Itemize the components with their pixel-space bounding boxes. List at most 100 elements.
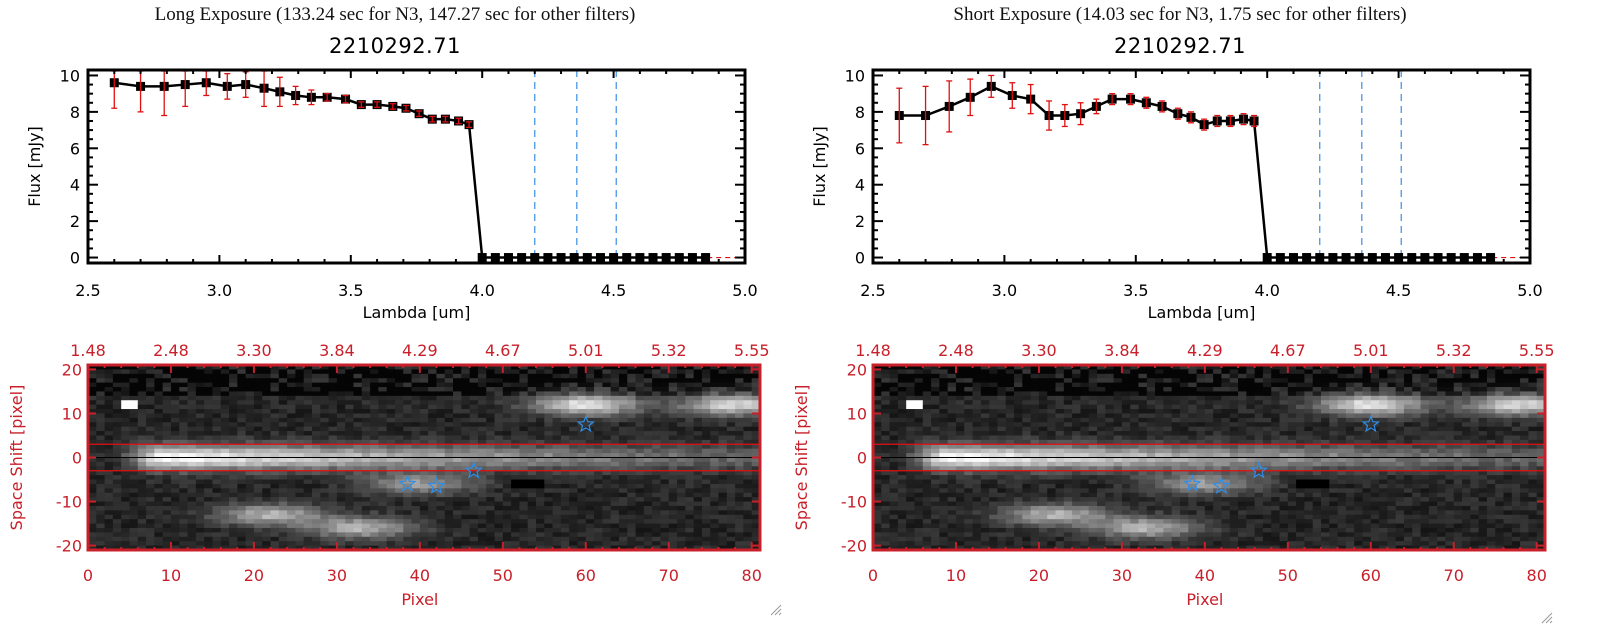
spectral-image-short: 0 10 20 30 40 50 60 70 80 1.48 2.48 3.30 3.84 4.29 4.6… <box>792 341 1555 609</box>
y-tick-label: 6 <box>70 139 80 158</box>
x-tick-label: 3.5 <box>338 281 363 300</box>
data-point <box>1486 253 1496 263</box>
series-line <box>899 85 1491 259</box>
object-id-title: 2210292.71 <box>1114 34 1246 58</box>
x-tick-label: 10 <box>161 566 181 585</box>
data-point <box>687 253 697 263</box>
x-tick-label: 60 <box>1361 566 1381 585</box>
data-point <box>503 253 513 263</box>
data-point <box>595 253 605 263</box>
x-tick-label: 4.0 <box>1254 281 1279 300</box>
resize-grip-icon[interactable] <box>768 602 782 616</box>
data-point <box>556 253 566 263</box>
star-marker-icon <box>398 474 417 492</box>
data-point <box>569 253 579 263</box>
x-tick-label: 5.0 <box>732 281 757 300</box>
x-tick-label: 3.0 <box>992 281 1017 300</box>
spectrum-chart-short: 2.5 3.0 3.5 4.0 4.5 5.0 0 2 4 6 8 10 Lambda [um] Flux… <box>810 66 1543 322</box>
x-axis-label: Lambda [um] <box>363 303 471 322</box>
y-tick-label: -20 <box>56 537 82 556</box>
top-tick-label: 1.48 <box>855 341 891 360</box>
x-tick-label: 4.0 <box>469 281 494 300</box>
y-tick-label: 0 <box>857 449 867 468</box>
star-marker-icon <box>576 414 596 433</box>
y-tick-label: 10 <box>845 66 865 85</box>
x-axis-label: Pixel <box>401 590 438 609</box>
y-tick-label: 0 <box>72 449 82 468</box>
resize-grip-icon[interactable] <box>1539 610 1553 624</box>
top-tick-label: 5.55 <box>1519 341 1555 360</box>
y-axis-label: Flux [mJy] <box>25 126 44 207</box>
data-point <box>622 253 632 263</box>
x-tick-label: 2.5 <box>75 281 100 300</box>
y-tick-label: 10 <box>62 404 82 423</box>
data-point <box>1459 253 1469 263</box>
y-tick-label: 8 <box>70 103 80 122</box>
data-point <box>661 253 671 263</box>
x-tick-label: 3.5 <box>1123 281 1148 300</box>
star-marker-icon <box>1361 414 1381 433</box>
y-axis-label: Space Shift [pixel] <box>792 385 811 531</box>
x-tick-label: 20 <box>1029 566 1049 585</box>
image-pixels <box>873 365 1546 551</box>
x-axis-label: Lambda [um] <box>1148 303 1256 322</box>
y-axis-label: Space Shift [pixel] <box>7 385 26 531</box>
top-tick-label: 3.84 <box>1104 341 1140 360</box>
data-point <box>1367 253 1377 263</box>
top-tick-label: 2.48 <box>938 341 974 360</box>
top-tick-label: 4.29 <box>402 341 438 360</box>
x-tick-label: 0 <box>868 566 878 585</box>
x-tick-label: 4.5 <box>1386 281 1411 300</box>
y-axis-label: Flux [mJy] <box>810 126 829 207</box>
panel-long-exposure: Long Exposure (133.24 sec for N3, 147.27… <box>0 0 790 630</box>
data-point <box>530 253 540 263</box>
y-tick-label: 20 <box>847 360 867 379</box>
exposure-title: Long Exposure (133.24 sec for N3, 147.27… <box>154 4 636 25</box>
x-tick-label: 70 <box>1444 566 1464 585</box>
data-point <box>701 253 711 263</box>
x-tick-label: 40 <box>410 566 430 585</box>
x-tick-label: 40 <box>1195 566 1215 585</box>
y-tick-label: 4 <box>855 176 865 195</box>
x-tick-label: 50 <box>1278 566 1298 585</box>
x-tick-label: 50 <box>493 566 513 585</box>
data-point <box>1302 253 1312 263</box>
x-tick-label: 3.0 <box>207 281 232 300</box>
series-line <box>114 81 706 259</box>
top-tick-label: 4.67 <box>1270 341 1306 360</box>
x-tick-label: 20 <box>244 566 264 585</box>
data-point <box>1420 253 1430 263</box>
star-marker-icon <box>464 461 484 479</box>
y-tick-label: -10 <box>841 493 867 512</box>
data-point <box>1315 253 1325 263</box>
panel-short-exposure: Short Exposure (14.03 sec for N3, 1.75 s… <box>785 0 1575 630</box>
x-tick-label: 80 <box>742 566 762 585</box>
data-point <box>1472 253 1482 263</box>
data-point <box>517 253 527 263</box>
spectrum-chart-long: 2.5 3.0 3.5 4.0 4.5 5.0 0 2 4 6 8 10 Lambda [um] Flux… <box>25 66 758 322</box>
top-tick-label: 5.32 <box>651 341 687 360</box>
data-point <box>674 253 684 263</box>
y-tick-label: 4 <box>70 176 80 195</box>
top-tick-label: 3.30 <box>1021 341 1057 360</box>
data-point <box>1328 253 1338 263</box>
object-id-title: 2210292.71 <box>329 34 461 58</box>
x-tick-label: 70 <box>659 566 679 585</box>
data-point <box>1341 253 1351 263</box>
top-tick-label: 4.29 <box>1187 341 1223 360</box>
data-point <box>543 253 553 263</box>
x-tick-label: 60 <box>576 566 596 585</box>
data-point <box>582 253 592 263</box>
x-tick-label: 10 <box>946 566 966 585</box>
top-tick-label: 5.55 <box>734 341 770 360</box>
data-point <box>1288 253 1298 263</box>
y-tick-label: 20 <box>62 360 82 379</box>
exposure-title: Short Exposure (14.03 sec for N3, 1.75 s… <box>953 4 1407 25</box>
star-marker-icon <box>427 476 446 494</box>
top-tick-label: 5.32 <box>1436 341 1472 360</box>
x-tick-label: 30 <box>1112 566 1132 585</box>
data-point <box>1275 253 1285 263</box>
y-tick-label: 0 <box>70 249 80 268</box>
data-point <box>1446 253 1456 263</box>
y-tick-label: 10 <box>847 404 867 423</box>
